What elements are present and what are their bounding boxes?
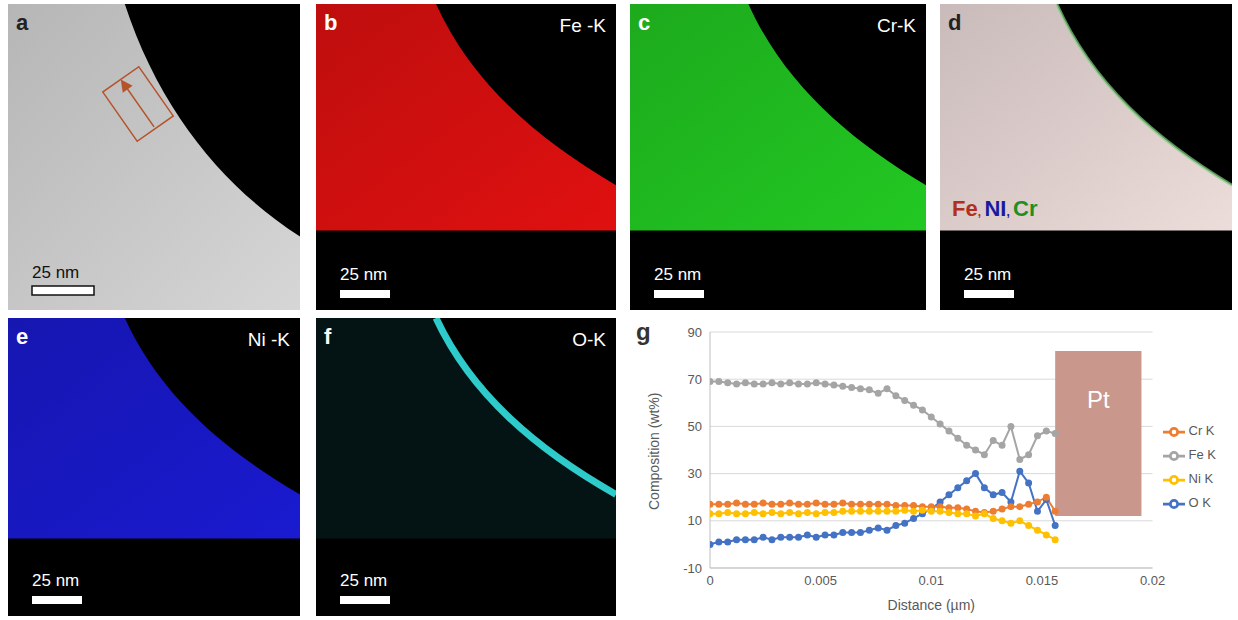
svg-text:O-K: O-K xyxy=(572,329,606,350)
svg-text:90: 90 xyxy=(688,325,702,340)
svg-text:25 nm: 25 nm xyxy=(32,263,79,282)
svg-text:25 nm: 25 nm xyxy=(340,265,387,284)
html-text:Ni K: Ni K xyxy=(1188,471,1214,486)
svg-text:25 nm: 25 nm xyxy=(340,571,387,590)
svg-text:Cr-K: Cr-K xyxy=(877,15,916,36)
svg-text:25 nm: 25 nm xyxy=(964,265,1011,284)
svg-text:Ni -K: Ni -K xyxy=(248,329,291,350)
svg-text:Composition (wt%): Composition (wt%) xyxy=(646,393,662,510)
svg-text:0: 0 xyxy=(706,573,713,588)
svg-text:25 nm: 25 nm xyxy=(32,571,79,590)
svg-text:Fe -K: Fe -K xyxy=(560,15,607,36)
html-text:g: g xyxy=(636,318,651,345)
svg-text:d: d xyxy=(948,10,961,35)
svg-text:Distance (µm): Distance (µm) xyxy=(888,597,975,613)
svg-text:e: e xyxy=(16,324,28,349)
svg-text:50: 50 xyxy=(688,419,702,434)
html-text:Fe K: Fe K xyxy=(1188,447,1216,462)
svg-text:Pt: Pt xyxy=(1087,386,1110,413)
html-text:O K: O K xyxy=(1188,495,1211,510)
svg-text:10: 10 xyxy=(688,513,702,528)
svg-text:c: c xyxy=(638,10,650,35)
svg-text:70: 70 xyxy=(688,372,702,387)
svg-text:0.005: 0.005 xyxy=(804,573,837,588)
svg-text:Fe, NI, Cr: Fe, NI, Cr xyxy=(952,196,1038,221)
svg-text:0.01: 0.01 xyxy=(919,573,944,588)
svg-text:a: a xyxy=(16,10,29,35)
svg-text:25 nm: 25 nm xyxy=(654,265,701,284)
svg-text:30: 30 xyxy=(688,466,702,481)
svg-text:b: b xyxy=(324,10,337,35)
svg-text:f: f xyxy=(324,324,332,349)
html-text:Cr K: Cr K xyxy=(1188,423,1215,438)
svg-text:-10: -10 xyxy=(683,561,702,576)
svg-text:0.02: 0.02 xyxy=(1140,573,1165,588)
svg-text:0.015: 0.015 xyxy=(1026,573,1059,588)
